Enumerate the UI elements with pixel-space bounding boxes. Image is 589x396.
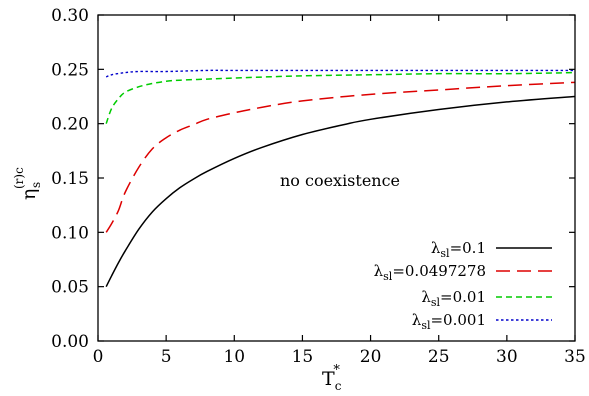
series-line-4 bbox=[105, 69, 575, 78]
annotation-text: no coexistence bbox=[280, 171, 400, 190]
legend-symbol: λ bbox=[431, 239, 441, 257]
y-axis-label: η s (r)c bbox=[12, 167, 43, 200]
x-tick-label: 5 bbox=[161, 347, 172, 367]
legend-label-3: λsl=0.01 bbox=[421, 288, 486, 309]
y-axis-label-sub: s bbox=[29, 182, 43, 188]
legend-symbol: λ bbox=[412, 311, 422, 329]
y-tick-label: 0.00 bbox=[51, 332, 89, 352]
x-tick-label: 30 bbox=[496, 347, 518, 367]
x-axis-label-main: T bbox=[322, 368, 335, 390]
series-line-1 bbox=[105, 95, 576, 288]
y-tick-label: 0.20 bbox=[51, 115, 89, 135]
y-axis-label-main: η bbox=[18, 189, 40, 200]
legend-symbol: λ bbox=[374, 262, 384, 280]
legend-label-1: λsl=0.1 bbox=[431, 239, 486, 260]
y-tick-label: 0.05 bbox=[51, 278, 89, 298]
x-axis-label-sub: c bbox=[335, 379, 342, 393]
y-tick-label: 0.25 bbox=[51, 60, 89, 80]
x-tick-label: 15 bbox=[292, 347, 314, 367]
axes-group: 0 5 10 15 20 25 30 35 0.00 0.05 0.10 0.15 0.20 0.25 0.… bbox=[51, 6, 586, 367]
legend-label-2: λsl=0.0497278 bbox=[374, 262, 486, 283]
series-line-2 bbox=[105, 81, 576, 233]
legend-value: =0.0497278 bbox=[392, 262, 486, 280]
legend-value: =0.001 bbox=[430, 311, 486, 329]
legend-value: =0.01 bbox=[440, 288, 486, 306]
x-tick-label: 20 bbox=[360, 347, 382, 367]
legend-subscript: sl bbox=[431, 296, 441, 309]
x-tick-label: 0 bbox=[93, 347, 104, 367]
curves-group bbox=[105, 69, 576, 288]
series-line-3 bbox=[105, 71, 576, 124]
x-tick-label: 10 bbox=[223, 347, 245, 367]
legend-label-4: λsl=0.001 bbox=[412, 311, 486, 332]
x-tick-label: 35 bbox=[564, 347, 586, 367]
legend-subscript: sl bbox=[421, 319, 431, 332]
legend-value: =0.1 bbox=[450, 239, 486, 257]
y-tick-label: 0.30 bbox=[51, 6, 89, 26]
x-axis-label: Tc* bbox=[322, 363, 342, 393]
y-axis-label-sup: (r)c bbox=[12, 167, 26, 189]
y-tick-label: 0.15 bbox=[51, 169, 89, 189]
x-tick-label: 25 bbox=[428, 347, 450, 367]
legend-subscript: sl bbox=[440, 247, 450, 260]
x-axis-label-sup: * bbox=[333, 363, 340, 378]
legend-subscript: sl bbox=[383, 270, 393, 283]
y-tick-label: 0.10 bbox=[51, 223, 89, 243]
legend-symbol: λ bbox=[421, 288, 431, 306]
